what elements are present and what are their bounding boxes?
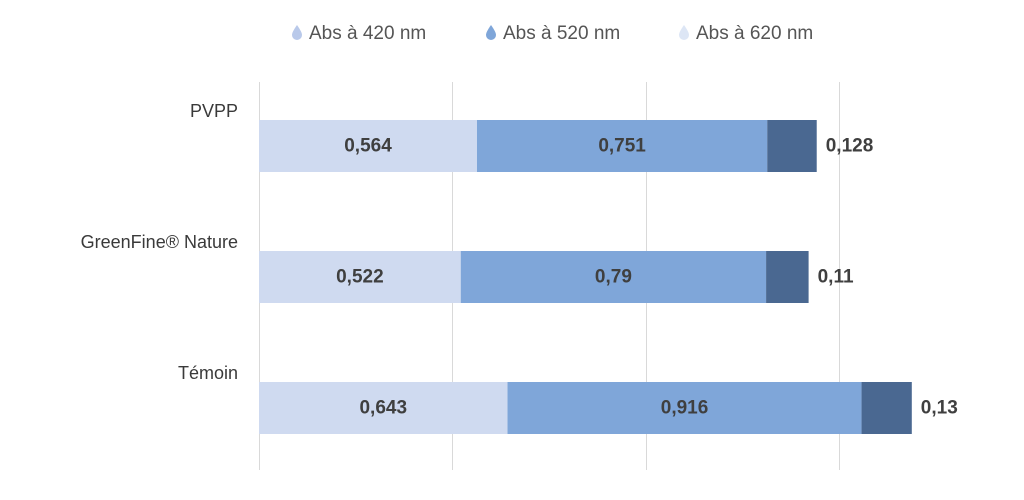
- category-label: GreenFine® Nature: [81, 232, 238, 252]
- bar-segment: [476, 120, 768, 172]
- data-label: 0,79: [595, 267, 632, 288]
- category-label: PVPP: [190, 101, 238, 121]
- data-label: 0,916: [661, 398, 709, 419]
- data-label: 0,13: [921, 398, 958, 419]
- legend-label: Abs à 520 nm: [503, 23, 620, 44]
- data-label: 0,11: [818, 267, 854, 288]
- bar-segment: [259, 251, 461, 303]
- category-label: Témoin: [178, 363, 238, 383]
- legend: Abs à 420 nm Abs à 520 nm Abs à 620 nm: [292, 23, 813, 44]
- data-label: 0,564: [344, 136, 392, 157]
- bar-segment: [766, 251, 809, 303]
- bar-segment: [767, 120, 817, 172]
- bar-segment: [259, 382, 508, 434]
- data-label: 0,522: [336, 267, 384, 288]
- data-label: 0,751: [598, 136, 646, 157]
- legend-label: Abs à 620 nm: [696, 23, 813, 44]
- legend-marker-icon: [486, 25, 496, 40]
- data-label: 0,643: [359, 398, 407, 419]
- data-labels: 0,564 0,751 0,128 0,522 0,79 0,11 0,643 0,916 0,…: [336, 136, 958, 419]
- bars: [259, 120, 912, 434]
- legend-label: Abs à 420 nm: [309, 23, 426, 44]
- bar-segment: [861, 382, 912, 434]
- bar-segment: [507, 382, 862, 434]
- bar-segment: [259, 120, 477, 172]
- category-labels: PVPP GreenFine® Nature Témoin: [81, 101, 238, 383]
- legend-marker-icon: [679, 25, 689, 40]
- bar-segment: [460, 251, 767, 303]
- data-label: 0,128: [826, 136, 874, 157]
- legend-marker-icon: [292, 25, 302, 40]
